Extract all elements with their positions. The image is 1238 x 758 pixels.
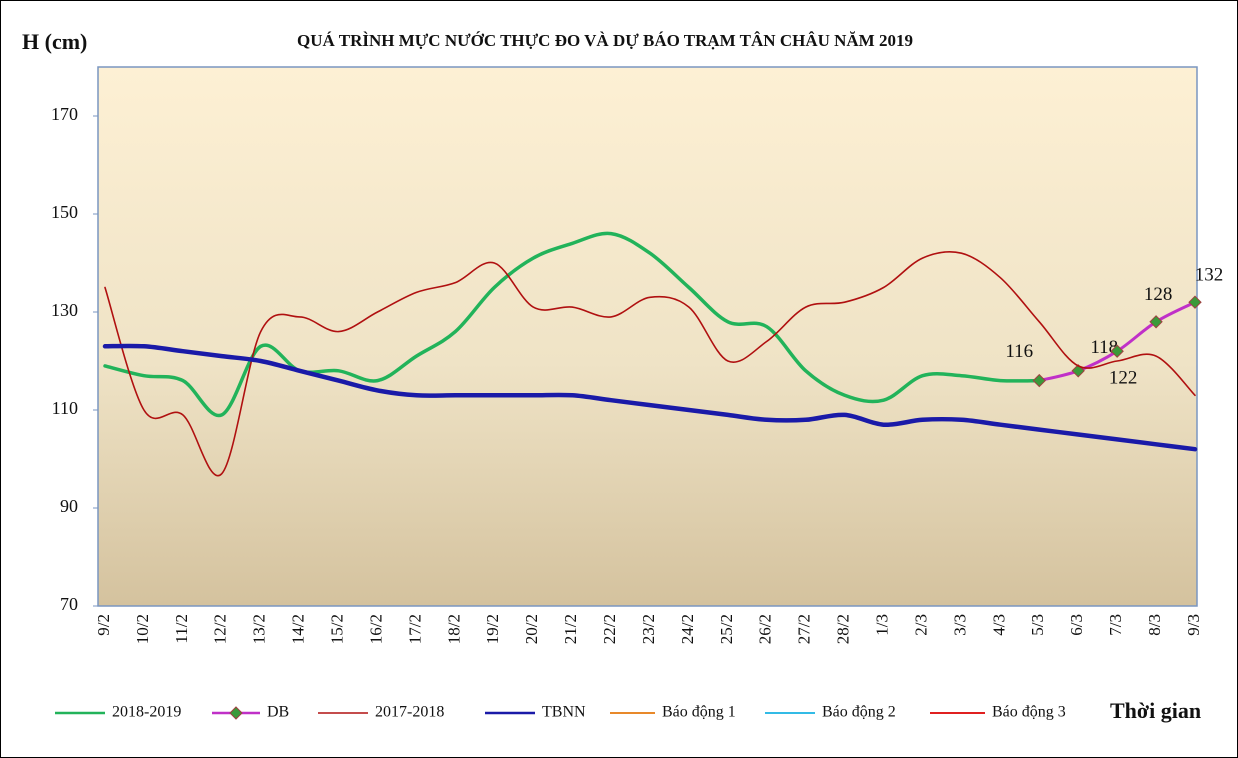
marker [1149,315,1163,329]
x-tick-label: 17/2 [405,614,424,644]
x-tick-label: 24/2 [678,614,697,644]
data-label: 128 [1144,284,1173,305]
x-tick-label: 27/2 [795,614,814,644]
data-label: 116 [1005,341,1033,362]
legend-label: 2017-2018 [375,704,444,721]
x-tick-label: 9/3 [1184,614,1203,636]
x-tick-label: 22/2 [600,614,619,644]
y-tick-label: 170 [51,104,78,124]
y-tick-label: 130 [51,300,78,320]
x-tick-label: 13/2 [250,614,269,644]
data-label: 122 [1109,368,1138,389]
legend-label: DB [267,704,289,721]
x-tick-label: 14/2 [289,614,308,644]
series-line [102,343,1198,452]
y-tick-label: 150 [51,202,78,222]
y-tick-label: 110 [52,398,78,418]
data-label: 118 [1090,337,1118,358]
x-tick-label: 16/2 [366,614,385,644]
x-tick-label: 11/2 [172,614,191,644]
x-tick-label: 20/2 [522,614,541,644]
x-tick-label: 5/3 [1028,614,1047,636]
series-line [104,250,1196,477]
y-tick-label: 70 [60,594,78,614]
data-label: 132 [1195,265,1224,286]
x-tick-label: 12/2 [211,614,230,644]
legend-label: 2018-2019 [112,704,181,721]
legend-marker [229,706,243,720]
x-tick-label: 3/3 [950,614,969,636]
x-tick-label: 6/3 [1067,614,1086,636]
x-tick-label: 10/2 [133,614,152,644]
marker [1032,373,1046,388]
legend-label: TBNN [542,704,586,721]
legend-label: Báo động 3 [992,704,1066,721]
x-tick-label: 28/2 [834,614,853,644]
legend-label: Báo động 1 [662,704,736,721]
chart-title: QUÁ TRÌNH MỰC NƯỚC THỰC ĐO VÀ DỰ BÁO TRẠ… [297,31,913,50]
x-tick-label: 21/2 [561,614,580,644]
plot-area [97,66,1198,607]
x-tick-label: 15/2 [327,614,346,644]
y-axis-label: H (cm) [22,29,87,54]
x-tick-label: 7/3 [1106,614,1125,636]
x-tick-label: 25/2 [717,614,736,644]
x-tick-label: 8/3 [1145,614,1164,636]
x-tick-label: 18/2 [444,614,463,644]
x-axis-label: Thời gian [1110,698,1201,723]
x-tick-label: 2/3 [911,614,930,636]
y-tick-label: 90 [60,496,78,516]
marker [1188,295,1202,309]
x-tick-label: 26/2 [756,614,775,644]
series-line [103,231,1042,418]
x-tick-label: 9/2 [94,614,113,636]
x-tick-label: 23/2 [639,614,658,644]
x-tick-label: 19/2 [483,614,502,644]
x-tick-label: 4/3 [989,614,1008,636]
legend-label: Báo động 2 [822,704,896,721]
marker [1110,344,1124,358]
x-tick-label: 1/3 [872,614,891,636]
